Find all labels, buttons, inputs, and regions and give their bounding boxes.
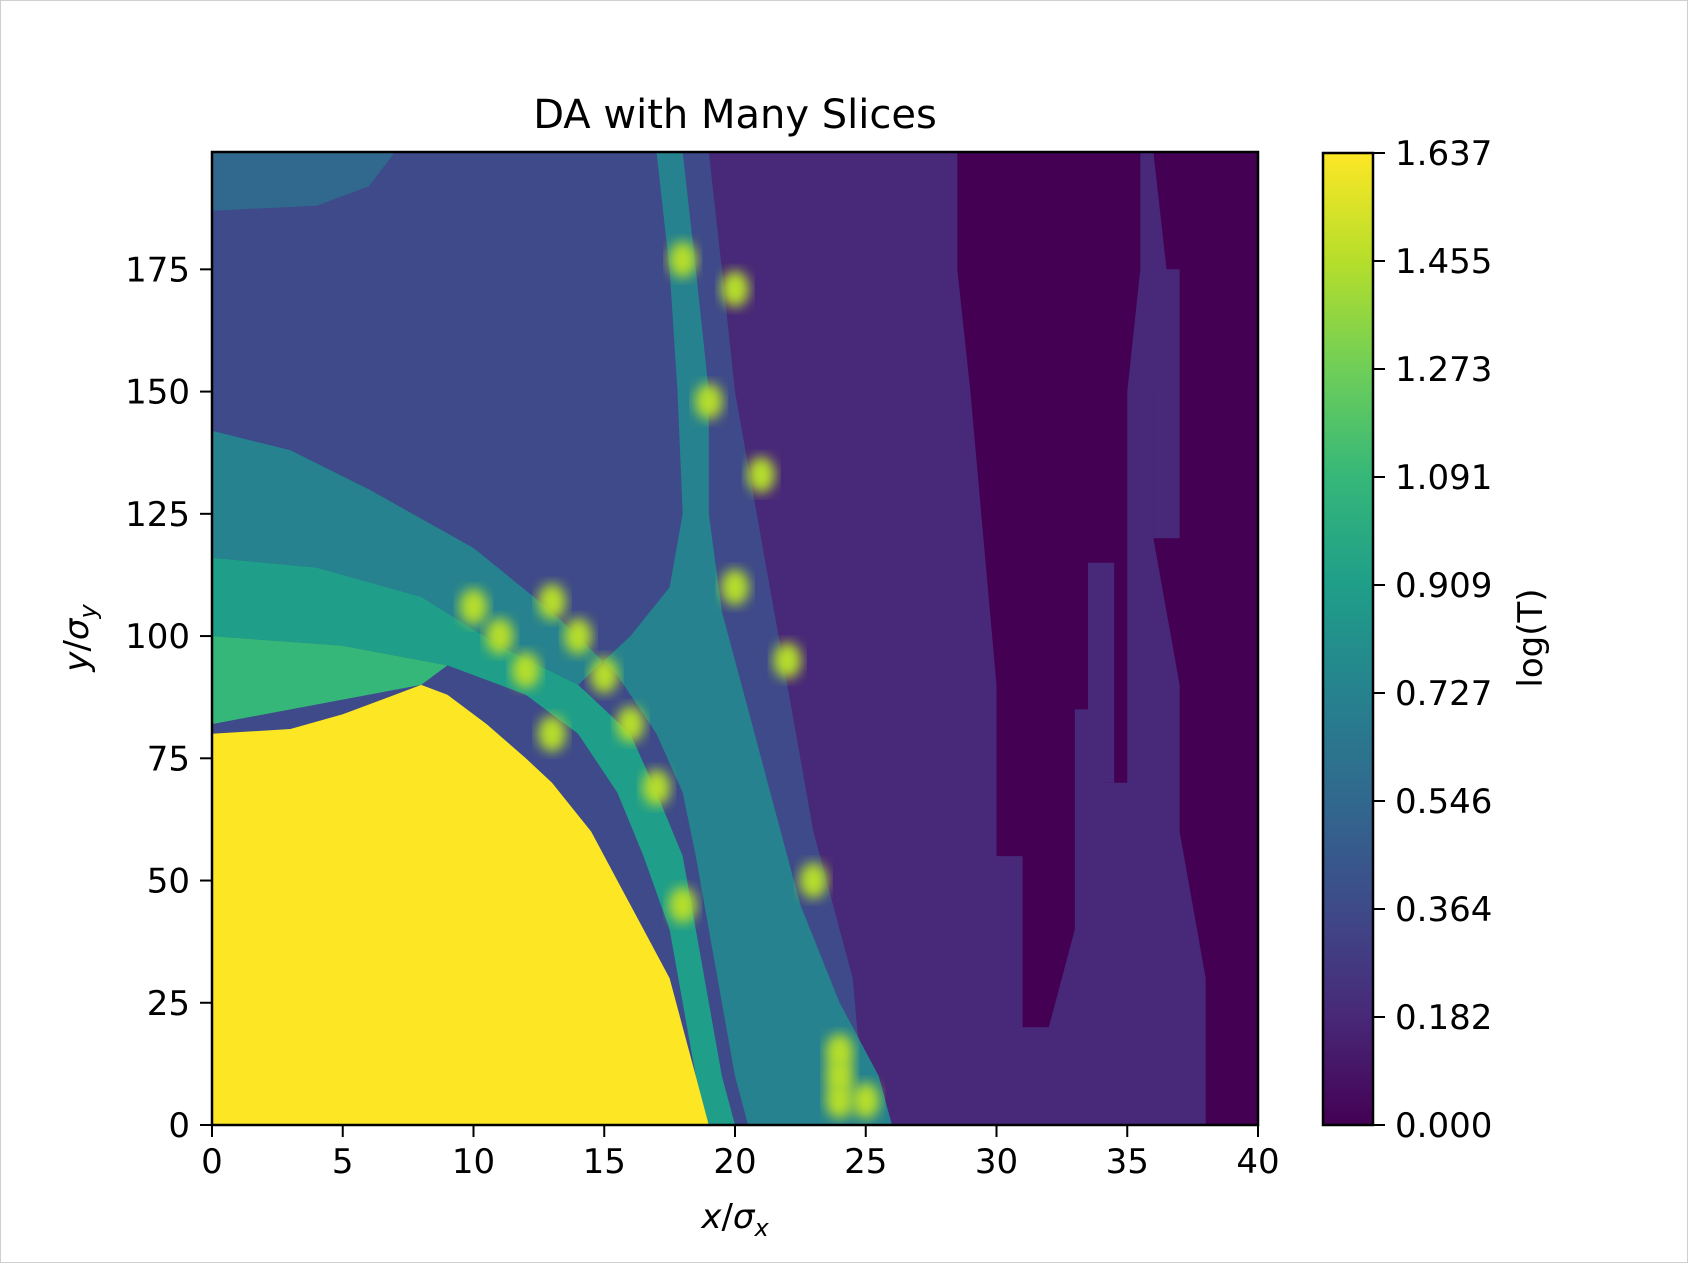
heatmap-blob: [511, 652, 540, 689]
heatmap-blob: [616, 706, 645, 743]
colorbar-tick-label: 0.364: [1395, 890, 1492, 930]
x-tick-label: 5: [332, 1142, 354, 1182]
heatmap-blob: [694, 383, 723, 420]
x-tick-label: 30: [975, 1142, 1018, 1182]
colorbar-tick-label: 0.727: [1395, 674, 1492, 714]
x-tick-label: 20: [713, 1142, 756, 1182]
colorbar-tick-label: 1.273: [1395, 350, 1492, 390]
heatmap-area: [212, 152, 1258, 1125]
heatmap-blob: [668, 241, 697, 278]
y-tick-label: 0: [168, 1106, 190, 1146]
heatmap-blob: [642, 769, 671, 806]
y-axis-label: y/σy: [57, 604, 102, 673]
y-tick-label: 175: [125, 250, 190, 290]
x-tick-label: 0: [201, 1142, 223, 1182]
x-axis-label: x/σx: [700, 1197, 769, 1242]
colorbar-label: log(T): [1511, 588, 1551, 687]
y-tick-label: 25: [147, 984, 190, 1024]
x-tick-label: 10: [452, 1142, 495, 1182]
y-tick-label: 75: [147, 739, 190, 779]
heatmap-blob: [773, 642, 802, 679]
colorbar-ticks: 0.000 0.182 0.364 0.546 0.727 0.909 1.091 1.273…: [1373, 134, 1492, 1146]
x-axis-ticks: 0 5 10 15 20 25 30 35 40: [201, 1125, 1280, 1182]
heatmap-blob: [564, 618, 593, 655]
y-tick-label: 50: [147, 862, 190, 902]
region-teal-band: [212, 152, 892, 1125]
x-tick-label: 40: [1236, 1142, 1279, 1182]
heatmap-blob: [799, 862, 828, 899]
x-tick-label: 35: [1106, 1142, 1149, 1182]
heatmap-blob: [721, 270, 749, 307]
y-tick-label: 100: [125, 617, 190, 657]
colorbar-tick-label: 1.455: [1395, 242, 1492, 282]
colorbar-tick-label: 1.091: [1395, 458, 1492, 498]
colorbar-tick-label: 0.909: [1395, 566, 1492, 606]
colorbar-tick-label: 1.637: [1395, 134, 1492, 174]
heatmap-blob: [590, 657, 619, 694]
colorbar-tick-label: 0.000: [1395, 1106, 1492, 1146]
y-axis-ticks: 0 25 50 75 100 125 150 175: [125, 250, 212, 1146]
colorbar: [1321, 151, 1375, 1127]
heatmap-blob: [851, 1082, 880, 1119]
heatmap-blob: [747, 456, 776, 493]
region-indigo-strip: [1153, 269, 1180, 539]
heatmap-blob: [485, 618, 514, 655]
region-indigo-strip: [1088, 562, 1115, 783]
heatmap-blob: [825, 1082, 854, 1119]
y-tick-label: 125: [125, 495, 190, 535]
colorbar-tick-label: 0.546: [1395, 782, 1492, 822]
heatmap-blob: [538, 715, 566, 752]
x-tick-label: 25: [844, 1142, 887, 1182]
heatmap-blob: [668, 887, 697, 923]
region-green-inner: [212, 636, 448, 725]
colorbar-tick-label: 0.182: [1395, 998, 1492, 1038]
y-tick-label: 150: [125, 373, 190, 413]
heatmap-blob: [459, 588, 488, 625]
region-teal-patch: [212, 152, 395, 211]
region-stable-core: [212, 684, 709, 1125]
chart-title: DA with Many Slices: [533, 92, 937, 138]
x-tick-label: 15: [583, 1142, 626, 1182]
heatmap-blob: [538, 583, 566, 620]
heatmap-blob: [721, 569, 749, 606]
region-green-band: [212, 557, 735, 1125]
